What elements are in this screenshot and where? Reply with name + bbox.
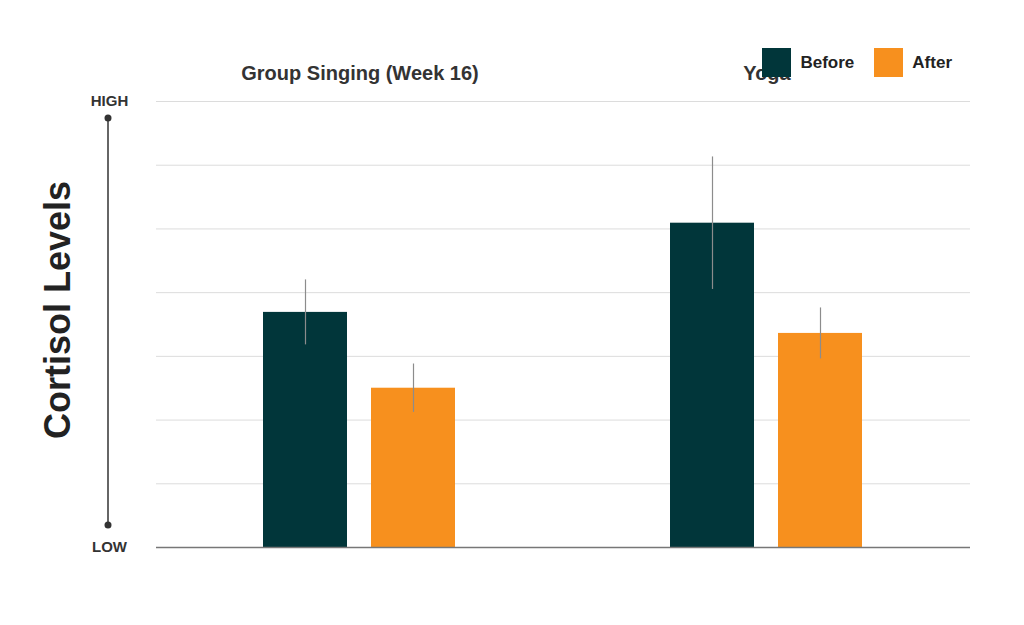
svg-text:LOW: LOW (92, 538, 128, 555)
svg-text:Cortisol Levels: Cortisol Levels (37, 181, 78, 439)
svg-text:HIGH: HIGH (91, 92, 129, 109)
html-text:After: After (912, 52, 952, 72)
html-text:Before: Before (800, 52, 855, 72)
svg-text:Group Singing (Week 16): Group Singing (Week 16) (241, 62, 478, 84)
